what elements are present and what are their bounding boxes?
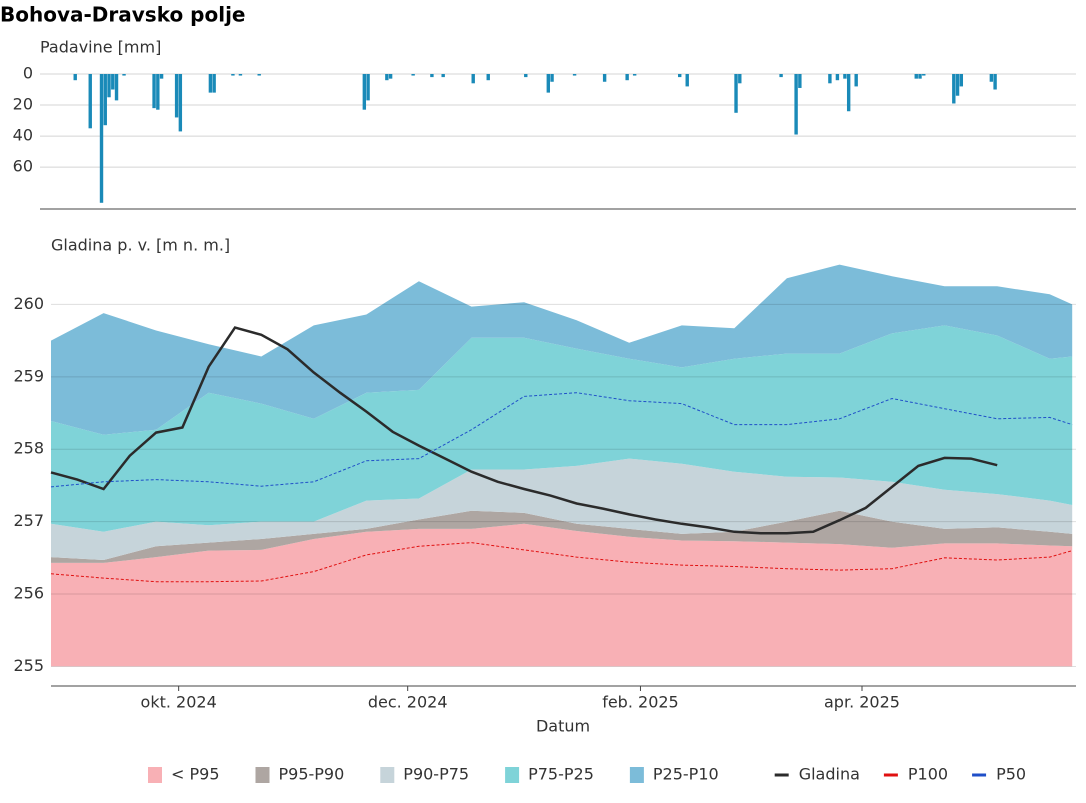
legend-swatch	[148, 767, 162, 783]
series-line	[50, 392, 1073, 488]
y-tick-label: 0	[23, 64, 33, 83]
y-tick-label: 257	[13, 511, 44, 530]
precipitation-bar	[550, 74, 554, 82]
x-tick-label: dec. 2024	[368, 693, 448, 712]
precipitation-bar	[989, 74, 994, 82]
precipitation-bar	[114, 74, 119, 101]
precipitation-bar	[178, 74, 183, 132]
precipitation-bar	[846, 74, 851, 112]
legend-label: Gladina	[799, 765, 860, 784]
percentile-band	[51, 325, 1073, 532]
precipitation-bar	[231, 74, 235, 76]
x-tick-label: okt. 2024	[141, 693, 217, 712]
y-tick-label: 258	[13, 439, 44, 458]
precipitation-bar	[524, 74, 528, 78]
legend-swatch	[629, 767, 644, 783]
legend-swatch	[380, 767, 395, 783]
precipitation-bar	[88, 74, 92, 129]
y-tick-label: 40	[13, 126, 33, 145]
precipitation-bar	[107, 74, 111, 98]
y-tick-label: 259	[13, 366, 44, 385]
precipitation-bar	[678, 74, 682, 78]
precipitation-bar	[73, 74, 77, 81]
precipitation-bar	[174, 74, 179, 118]
precipitation-bar	[794, 74, 798, 135]
precipitation-bar	[388, 74, 393, 79]
y-axis-label: Gladina p. v. [m n. m.]	[51, 236, 230, 255]
precipitation-bar	[362, 74, 367, 110]
precipitation-bar	[918, 74, 922, 79]
legend-label: P100	[908, 765, 948, 784]
precipitation-bar	[602, 74, 607, 82]
precipitation-bar	[411, 74, 415, 76]
precipitation-bar	[993, 74, 997, 90]
precipitation-bar	[486, 74, 490, 81]
y-tick-label: 60	[13, 157, 33, 176]
precipitation-bar	[212, 74, 216, 93]
precipitation-bar	[922, 74, 926, 76]
percentile-band	[51, 458, 1073, 560]
precipitation-bar	[798, 74, 802, 88]
legend-label: < P95	[171, 765, 220, 784]
legend-label: P95-P90	[279, 765, 345, 784]
percentile-band	[51, 523, 1073, 667]
precipitation-bar	[152, 74, 156, 109]
precipitation-bar	[779, 74, 783, 78]
precipitation-bar	[952, 74, 956, 104]
legend-swatch	[255, 767, 270, 783]
precipitation-bar	[959, 74, 964, 87]
y-tick-label: 20	[13, 95, 33, 114]
percentile-band	[51, 264, 1073, 435]
x-axis-label: Datum	[536, 717, 590, 736]
precipitation-bar	[238, 74, 243, 76]
precipitation-bar	[441, 74, 445, 78]
y-tick-label: 260	[13, 294, 44, 313]
precipitation-bar	[914, 74, 918, 79]
precipitation-bar	[632, 74, 637, 76]
legend-label: P50	[996, 765, 1026, 784]
precipitation-bar	[843, 74, 847, 79]
y-tick-label: 256	[13, 584, 44, 603]
precipitation-bar	[111, 74, 115, 90]
precipitation-bar	[854, 74, 858, 87]
precipitation-bar	[625, 74, 629, 81]
y-tick-label: 255	[13, 656, 44, 675]
chart-title: Bohova-Dravsko polje	[0, 3, 246, 27]
precipitation-bar	[734, 74, 738, 113]
precipitation-bar	[156, 74, 160, 110]
precipitation-bar	[99, 74, 104, 203]
precipitation-bar	[471, 74, 475, 84]
precipitation-bar	[572, 74, 577, 76]
precipitation-bar	[159, 74, 164, 79]
legend-swatch	[505, 767, 520, 783]
precipitation-bar	[738, 74, 742, 84]
legend-label: P25-P10	[653, 765, 719, 784]
series-line	[50, 326, 998, 535]
precipitation-bar	[685, 74, 689, 87]
precipitation-bar	[828, 74, 832, 84]
x-tick-label: feb. 2025	[602, 693, 679, 712]
percentile-band	[51, 510, 1073, 563]
legend-label: P75-P25	[528, 765, 594, 784]
precipitation-bar	[835, 74, 840, 81]
precipitation-bar	[546, 74, 551, 93]
y-axis-label: Padavine [mm]	[40, 38, 161, 57]
precipitation-bar	[257, 74, 261, 76]
series-line	[50, 542, 1073, 583]
precipitation-bar	[103, 74, 107, 126]
precipitation-bar	[430, 74, 434, 78]
x-tick-label: apr. 2025	[824, 693, 900, 712]
precipitation-bar	[122, 74, 126, 76]
legend-label: P90-P75	[403, 765, 469, 784]
precipitation-bar	[955, 74, 960, 96]
precipitation-bar	[366, 74, 370, 101]
precipitation-bar	[385, 74, 389, 81]
precipitation-bar	[208, 74, 213, 93]
